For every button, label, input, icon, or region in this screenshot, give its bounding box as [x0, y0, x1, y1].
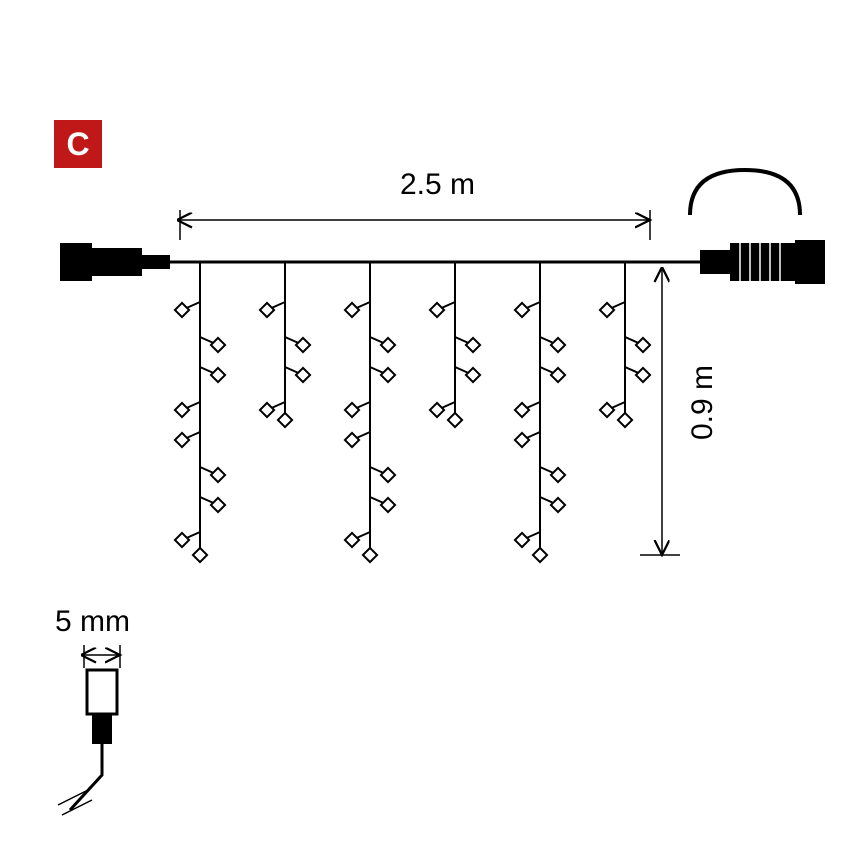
- right-connector: [690, 170, 825, 284]
- width-dimension-label: 2.5 m: [400, 168, 475, 202]
- height-dimension-label: 0.9 m: [686, 365, 720, 440]
- category-badge: C: [54, 120, 102, 168]
- badge-letter: C: [66, 126, 89, 163]
- led-dimension-label: 5 mm: [55, 605, 130, 639]
- icicle-strands: [175, 262, 650, 562]
- led-detail: [58, 645, 120, 815]
- diagram-svg: [0, 0, 868, 868]
- left-connector: [60, 243, 170, 281]
